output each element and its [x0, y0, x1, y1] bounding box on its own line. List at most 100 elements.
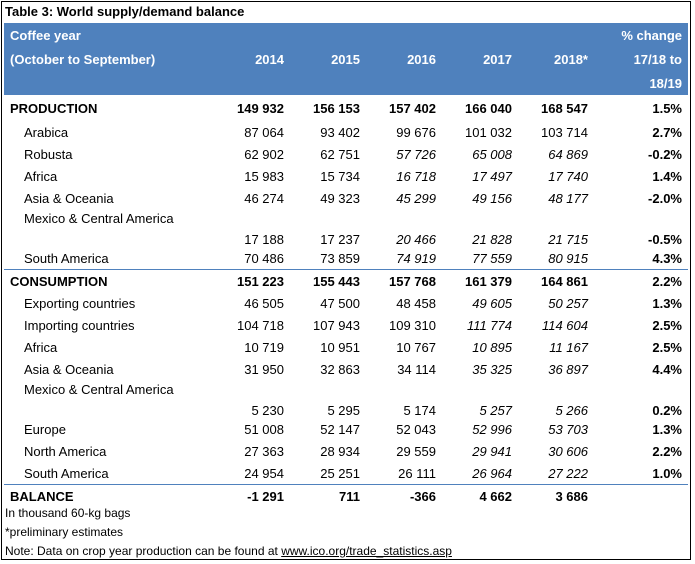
row-label: Europe [24, 421, 66, 437]
cell-value: 17 740 [548, 168, 588, 184]
row-label: BALANCE [4, 484, 214, 507]
cell-percent-change: 2.2% [594, 269, 688, 292]
row-label: South America [24, 250, 109, 266]
cell-percent-change: 2.2% [652, 443, 682, 459]
cell-value: 29 941 [472, 443, 512, 459]
cell-value: 30 606 [548, 443, 588, 459]
table-row: North America 27 363 28 934 29 559 29 941 30 … [4, 440, 688, 462]
cell-value: 62 751 [320, 146, 360, 162]
header-change-1: % change [621, 27, 682, 43]
table-row: Asia & Oceania 31 950 32 863 34 114 35 325 36… [4, 358, 688, 380]
cell-value: 10 951 [320, 339, 360, 355]
footer-note-link[interactable]: www.ico.org/trade_statistics.asp [281, 544, 452, 558]
cell-value: 52 147 [320, 421, 360, 437]
header-season: (October to September) [10, 51, 156, 67]
header-row-3: 18/19 [4, 71, 688, 95]
cell-value: 17 188 [244, 232, 284, 247]
row-label: PRODUCTION [10, 100, 98, 116]
row-label: Africa [24, 168, 58, 184]
cell-value: 28 934 [320, 443, 360, 459]
table-row: Arabica 87 064 93 402 99 676 101 032 103 714 2… [4, 121, 688, 143]
cell-value: 151 223 [214, 269, 290, 292]
cell-percent-change: -0.5% [648, 232, 682, 247]
table-row: Mexico & Central America 5 230 5 295 5 174 5… [4, 380, 688, 418]
header-row-2: (October to September) 2014 2015 2016 20… [4, 47, 688, 71]
row-label: Arabica [24, 124, 69, 140]
table-row: Asia & Oceania 46 274 49 323 45 299 49 156 48… [4, 187, 688, 209]
cell-value: 166 040 [465, 100, 512, 116]
cell-percent-change: -0.2% [648, 146, 682, 162]
cell-value: 27 222 [548, 465, 588, 481]
cell-value: 17 497 [472, 168, 512, 184]
cell-value: 15 983 [244, 168, 284, 184]
cell-value: 5 266 [555, 403, 588, 418]
supply-demand-table: Coffee year % change (October to Septemb… [4, 23, 688, 507]
cell-value: 11 167 [549, 339, 588, 355]
cell-value: 53 703 [548, 421, 588, 437]
table-row: BALANCE -1 291 711 -366 4 662 3 686 [4, 484, 688, 507]
cell-value: 157 768 [366, 269, 442, 292]
cell-value: 21 715 [548, 232, 588, 247]
row-label: Asia & Oceania [24, 361, 114, 377]
header-year-2018: 2018* [554, 51, 588, 67]
cell-value: 49 323 [320, 190, 360, 206]
table-row: Importing countries 104 718 107 943 109 310… [4, 314, 688, 336]
cell-value: 10 895 [472, 339, 512, 355]
row-label: Mexico & Central America [24, 382, 174, 397]
cell-value: 4 662 [442, 484, 518, 507]
cell-value: 15 734 [320, 168, 360, 184]
cell-value: 168 547 [541, 100, 588, 116]
row-label: Asia & Oceania [24, 190, 114, 206]
cell-value: 62 902 [244, 146, 284, 162]
cell-value: 52 043 [396, 421, 436, 437]
table-row: Mexico & Central America 17 188 17 237 20 4… [4, 209, 688, 247]
cell-value: 45 299 [396, 190, 436, 206]
cell-percent-change [594, 484, 688, 507]
cell-value: 29 559 [396, 443, 436, 459]
cell-value: 50 257 [548, 295, 588, 311]
cell-value: 80 915 [548, 250, 588, 266]
row-label: North America [24, 443, 107, 459]
cell-value: 10 767 [396, 339, 436, 355]
row-label: Africa [24, 339, 58, 355]
cell-value: 5 230 [251, 403, 284, 418]
cell-value: 26 111 [398, 465, 436, 481]
cell-percent-change: 2.5% [652, 317, 682, 333]
table-row: South America 70 486 73 859 74 919 77 559 80 … [4, 247, 688, 270]
cell-value: 27 363 [244, 443, 284, 459]
cell-percent-change: -2.0% [648, 190, 682, 206]
cell-value: 3 686 [518, 484, 594, 507]
footer-note-source: Note: Data on crop year production can b… [5, 544, 452, 558]
table-row: Africa 15 983 15 734 16 718 17 497 17 740 1.4% [4, 165, 688, 187]
cell-percent-change: 2.5% [652, 339, 682, 355]
cell-percent-change: 1.0% [652, 465, 682, 481]
cell-value: 16 718 [396, 168, 436, 184]
cell-percent-change: 0.2% [652, 403, 682, 418]
cell-value: 24 954 [244, 465, 284, 481]
cell-value: 104 718 [237, 317, 284, 333]
header-year-2017: 2017 [483, 51, 512, 67]
cell-percent-change: 1.5% [652, 100, 682, 116]
cell-value: 64 869 [548, 146, 588, 162]
cell-value: 77 559 [472, 250, 512, 266]
cell-value: 34 114 [397, 361, 436, 377]
cell-value: 164 861 [518, 269, 594, 292]
cell-value: 51 008 [244, 421, 284, 437]
cell-value: 26 964 [472, 465, 512, 481]
header-change-3: 18/19 [649, 75, 682, 91]
table-row: Exporting countries 46 505 47 500 48 458 49 … [4, 292, 688, 314]
row-label: South America [24, 465, 109, 481]
cell-value: 32 863 [320, 361, 360, 377]
cell-value: 109 310 [389, 317, 436, 333]
header-year-2014: 2014 [255, 51, 284, 67]
table-title: Table 3: World supply/demand balance [5, 4, 245, 19]
cell-value: 10 719 [244, 339, 284, 355]
cell-value: 87 064 [244, 124, 284, 140]
cell-value: 711 [290, 484, 366, 507]
cell-value: 31 950 [244, 361, 284, 377]
cell-value: 107 943 [313, 317, 360, 333]
cell-value: 46 505 [244, 295, 284, 311]
cell-value: 111 774 [466, 317, 512, 333]
header-year-2016: 2016 [407, 51, 436, 67]
cell-value: 46 274 [244, 190, 284, 206]
